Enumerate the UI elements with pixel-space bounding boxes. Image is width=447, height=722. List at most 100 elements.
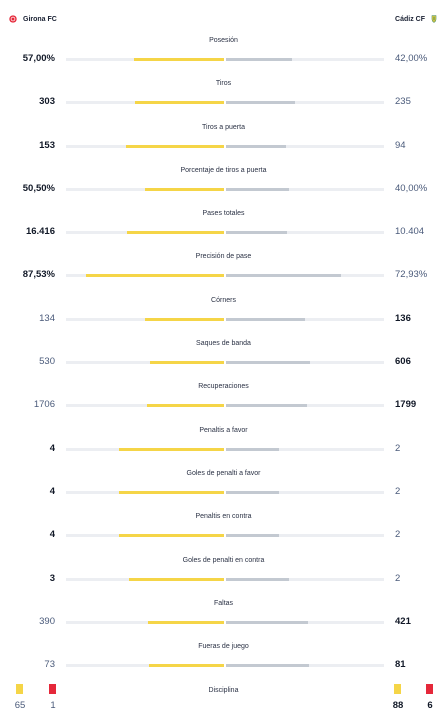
stat-row: Tiros a puerta 153 94 — [0, 117, 447, 160]
girona-crest-icon — [9, 15, 17, 23]
away-stat-bar-fill — [226, 490, 279, 494]
home-stat-bar — [66, 664, 224, 668]
away-stat-value: 421 — [395, 615, 411, 627]
stat-label: Córners — [211, 296, 236, 304]
home-stat-bar — [66, 620, 224, 624]
away-stat-value: 2 — [395, 442, 401, 454]
stat-label: Saques de banda — [196, 340, 251, 348]
away-stat-value: 10.404 — [395, 226, 425, 238]
away-stat-bar-fill — [226, 274, 342, 278]
away-red-card-icon — [426, 684, 433, 694]
home-team[interactable]: Girona FC — [9, 15, 57, 23]
away-yellow-count: 88 — [392, 700, 404, 711]
away-stat-bar-fill — [226, 664, 310, 668]
away-stat-bar — [226, 620, 384, 624]
home-stat-value: 16.416 — [25, 226, 55, 238]
away-team-name: Cádiz CF — [395, 15, 425, 23]
home-stat-bar-fill — [129, 577, 224, 581]
away-stat-bar-fill — [226, 58, 293, 61]
stat-label: Goles de penalti a favor — [186, 469, 261, 477]
home-yellow-card-icon — [16, 684, 23, 694]
stat-row: Penaltis a favor 4 2 — [0, 420, 447, 463]
away-red-count: 6 — [427, 700, 433, 711]
away-stat-value: 136 — [395, 312, 411, 324]
home-stat-bar-fill — [145, 187, 224, 191]
stat-row: Precisión de pase 87,53% 72,93% — [0, 246, 447, 289]
discipline-label: Disciplina — [208, 687, 239, 694]
away-stat-bar-fill — [226, 534, 279, 538]
home-stat-bar-fill — [135, 101, 224, 105]
home-stat-bar-fill — [149, 664, 224, 668]
away-stat-bar-fill — [226, 447, 279, 451]
home-red-count: 1 — [50, 700, 56, 711]
home-stat-bar-fill — [118, 447, 224, 451]
away-stat-bar — [226, 534, 384, 538]
away-stat-bar-fill — [226, 404, 308, 408]
away-yellow-card-icon — [394, 684, 401, 694]
away-stat-bar — [226, 144, 384, 148]
home-stat-bar — [66, 317, 224, 321]
away-stat-bar — [226, 187, 384, 191]
home-stat-bar-fill — [127, 231, 224, 235]
home-stat-bar — [66, 187, 224, 191]
away-stat-bar — [226, 231, 384, 235]
stat-row: Faltas 390 421 — [0, 593, 447, 636]
away-stat-bar-fill — [226, 144, 287, 148]
away-stat-bar-fill — [226, 317, 305, 321]
away-stat-value: 81 — [395, 659, 406, 671]
away-stat-bar-fill — [226, 187, 290, 191]
home-stat-value: 153 — [39, 139, 55, 151]
stat-label: Posesión — [209, 37, 238, 44]
away-stat-bar — [226, 361, 384, 365]
home-stat-bar — [66, 490, 224, 494]
away-stat-value: 94 — [395, 139, 406, 151]
home-stat-bar-fill — [118, 534, 224, 538]
stat-row: Pases totales 16.416 10.404 — [0, 203, 447, 246]
stat-label: Tiros — [215, 80, 232, 88]
home-stat-value: 530 — [39, 356, 55, 368]
stats-list: Posesión 57,00% 42,00% Tiros 303 235 Tiros a p… — [0, 30, 447, 679]
home-stat-bar — [66, 361, 224, 365]
stat-row: Córners 134 136 — [0, 290, 447, 333]
home-stat-value: 4 — [49, 442, 55, 454]
stat-row: Tiros 303 235 — [0, 73, 447, 116]
stat-row: Fueras de juego 73 81 — [0, 636, 447, 679]
away-team[interactable]: Cádiz CF — [395, 15, 438, 23]
stat-label: Precisión de pase — [195, 253, 252, 261]
home-stat-value: 73 — [44, 659, 55, 671]
home-stat-value: 4 — [49, 485, 55, 497]
stat-label: Tiros a puerta — [202, 123, 245, 131]
away-stat-bar-fill — [226, 577, 290, 581]
away-stat-value: 2 — [395, 529, 401, 541]
away-stat-value: 1799 — [395, 399, 417, 411]
home-red-card-icon — [49, 684, 56, 694]
home-stat-bar-fill — [145, 317, 224, 321]
away-stat-bar — [226, 577, 384, 581]
home-stat-bar-fill — [147, 404, 224, 408]
stat-row: Goles de penalti en contra 3 2 — [0, 550, 447, 593]
away-stat-bar — [226, 101, 384, 105]
away-stat-bar — [226, 404, 384, 408]
stat-row: Saques de banda 530 606 — [0, 333, 447, 376]
home-stat-bar — [66, 58, 224, 61]
stat-row: Porcentaje de tiros a puerta 50,50% 40,00% — [0, 160, 447, 203]
home-stat-value: 87,53% — [22, 269, 55, 281]
home-stat-value: 1706 — [33, 399, 55, 411]
stat-label: Penaltis a favor — [199, 426, 248, 434]
home-stat-bar — [66, 447, 224, 451]
home-stat-bar — [66, 274, 224, 278]
home-stat-bar — [66, 534, 224, 538]
home-stat-value: 4 — [49, 529, 55, 541]
match-header: Girona FC Cádiz CF — [0, 0, 447, 30]
home-stat-bar-fill — [150, 361, 224, 365]
stat-row: Recuperaciones 1706 1799 — [0, 376, 447, 419]
home-stat-bar-fill — [126, 144, 224, 148]
home-team-name: Girona FC — [23, 15, 57, 23]
discipline-row: 65 1 Disciplina 88 6 — [0, 680, 447, 722]
stat-label: Porcentaje de tiros a puerta — [180, 166, 267, 174]
stat-label: Pases totales — [202, 210, 245, 218]
away-stat-bar — [226, 664, 384, 668]
away-stat-bar — [226, 317, 384, 321]
home-stat-bar-fill — [133, 58, 224, 61]
home-stat-bar — [66, 101, 224, 105]
